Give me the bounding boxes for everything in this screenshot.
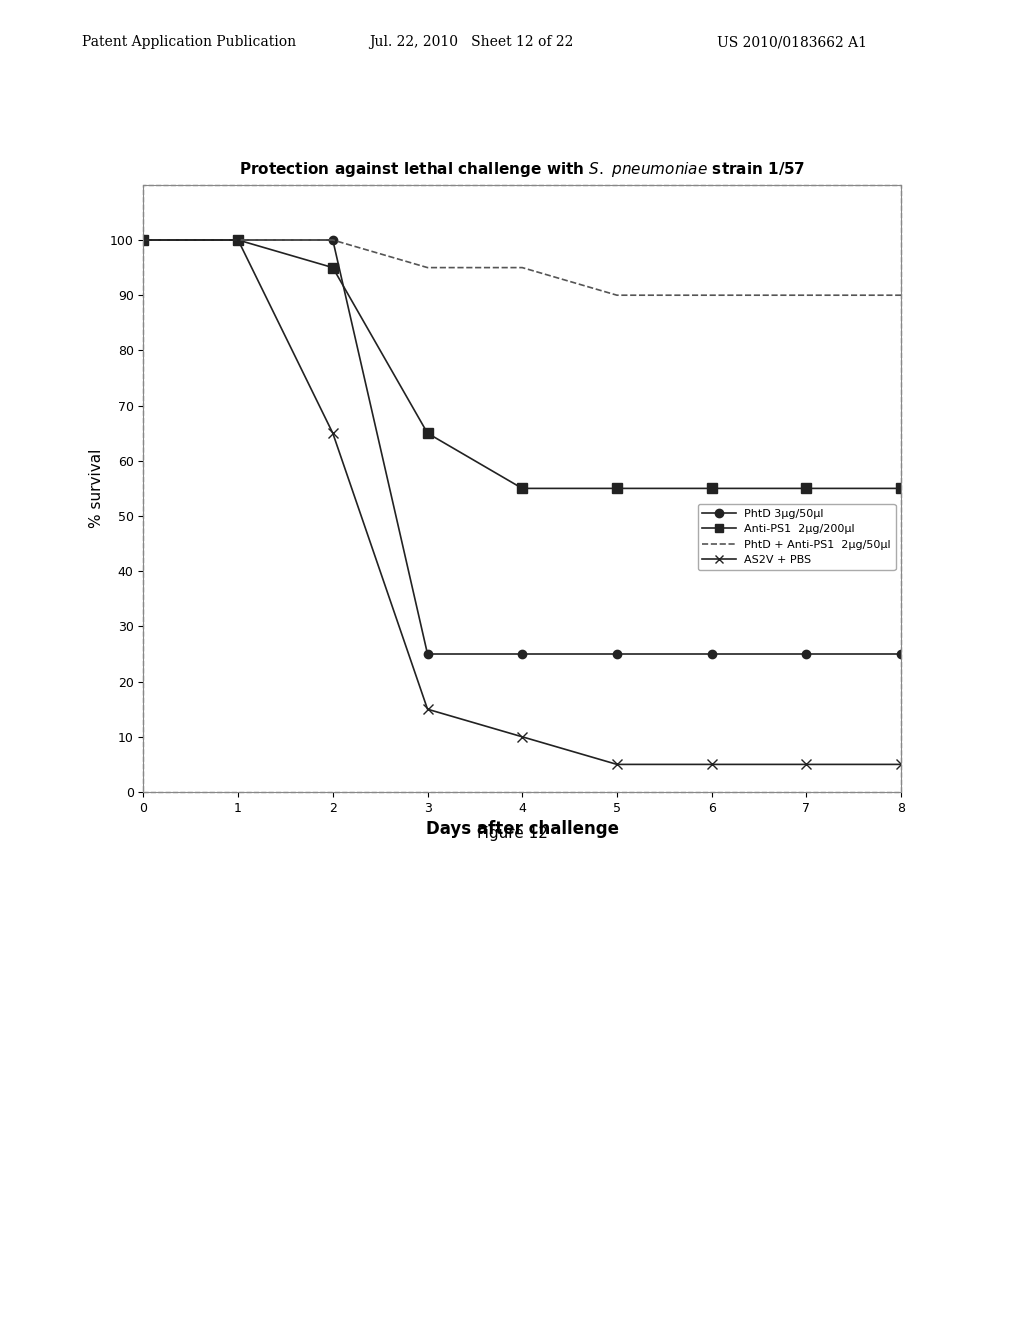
PhtD 3µg/50µl <box>801 645 813 661</box>
Anti-PS1  2µg/200µl <box>327 260 339 276</box>
PhtD + Anti-PS1  2µg/50µl <box>516 260 528 276</box>
AS2V + PBS <box>137 232 150 248</box>
Text: Figure 12: Figure 12 <box>476 826 548 841</box>
PhtD + Anti-PS1  2µg/50µl <box>801 288 813 304</box>
PhtD 3µg/50µl <box>231 232 245 248</box>
Line: PhtD 3µg/50µl: PhtD 3µg/50µl <box>139 236 905 659</box>
AS2V + PBS <box>895 756 907 772</box>
Anti-PS1  2µg/200µl <box>516 480 528 496</box>
Anti-PS1  2µg/200µl <box>895 480 907 496</box>
Text: US 2010/0183662 A1: US 2010/0183662 A1 <box>717 36 866 49</box>
AS2V + PBS <box>706 756 718 772</box>
Legend: PhtD 3µg/50µl, Anti-PS1  2µg/200µl, PhtD + Anti-PS1  2µg/50µl, AS2V + PBS: PhtD 3µg/50µl, Anti-PS1 2µg/200µl, PhtD … <box>697 504 896 570</box>
PhtD + Anti-PS1  2µg/50µl <box>610 288 623 304</box>
Text: Patent Application Publication: Patent Application Publication <box>82 36 296 49</box>
PhtD 3µg/50µl <box>516 645 528 661</box>
Line: AS2V + PBS: AS2V + PBS <box>138 235 906 770</box>
Anti-PS1  2µg/200µl <box>610 480 623 496</box>
PhtD + Anti-PS1  2µg/50µl <box>422 260 434 276</box>
PhtD 3µg/50µl <box>422 645 434 661</box>
Line: PhtD + Anti-PS1  2µg/50µl: PhtD + Anti-PS1 2µg/50µl <box>143 240 901 296</box>
AS2V + PBS <box>516 729 528 744</box>
PhtD 3µg/50µl <box>327 232 339 248</box>
Anti-PS1  2µg/200µl <box>706 480 718 496</box>
AS2V + PBS <box>327 425 339 441</box>
Line: Anti-PS1  2µg/200µl: Anti-PS1 2µg/200µl <box>138 235 906 494</box>
Title: Protection against lethal challenge with $\it{S.\ pneumoniae}$ strain 1/57: Protection against lethal challenge with… <box>240 160 805 178</box>
PhtD 3µg/50µl <box>610 645 623 661</box>
PhtD 3µg/50µl <box>706 645 718 661</box>
AS2V + PBS <box>801 756 813 772</box>
PhtD + Anti-PS1  2µg/50µl <box>706 288 718 304</box>
Y-axis label: % survival: % survival <box>89 449 104 528</box>
AS2V + PBS <box>610 756 623 772</box>
Anti-PS1  2µg/200µl <box>801 480 813 496</box>
Anti-PS1  2µg/200µl <box>231 232 245 248</box>
AS2V + PBS <box>231 232 245 248</box>
X-axis label: Days after challenge: Days after challenge <box>426 820 618 838</box>
PhtD + Anti-PS1  2µg/50µl <box>231 232 245 248</box>
PhtD + Anti-PS1  2µg/50µl <box>137 232 150 248</box>
PhtD + Anti-PS1  2µg/50µl <box>895 288 907 304</box>
Anti-PS1  2µg/200µl <box>422 425 434 441</box>
AS2V + PBS <box>422 701 434 717</box>
Text: Jul. 22, 2010   Sheet 12 of 22: Jul. 22, 2010 Sheet 12 of 22 <box>369 36 573 49</box>
PhtD 3µg/50µl <box>895 645 907 661</box>
Anti-PS1  2µg/200µl <box>137 232 150 248</box>
PhtD 3µg/50µl <box>137 232 150 248</box>
PhtD + Anti-PS1  2µg/50µl <box>327 232 339 248</box>
Bar <box>143 185 901 792</box>
